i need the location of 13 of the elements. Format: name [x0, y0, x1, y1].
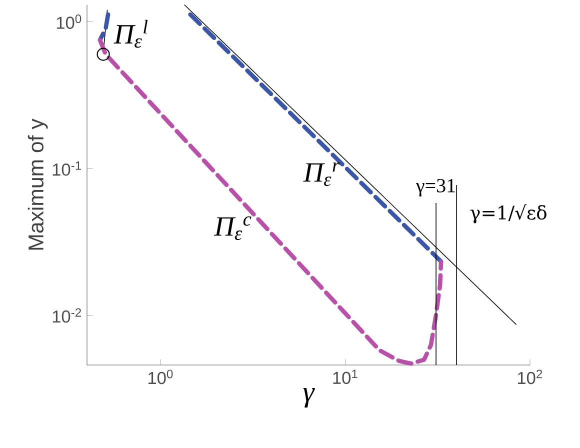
ref-line-label: γ=31 — [416, 178, 455, 196]
x-axis-title: γ — [303, 388, 315, 408]
x-tick-label: 10$^{2}$ — [518, 370, 542, 384]
annotation: Π$_{ε}$c — [214, 216, 252, 240]
x-tick-label: 10$^{1}$ — [333, 370, 358, 384]
y-tick-label: 10$^{-2}$ — [52, 308, 82, 323]
annotation: Π$_{ε}$l — [114, 20, 148, 48]
y-tick-label: 10$^{0}$ — [56, 14, 82, 29]
y-tick-label: 10$^{-1}$ — [52, 161, 82, 176]
x-tick-label: 10$^{0}$ — [148, 370, 173, 384]
annotation: γ=1/√εδ — [470, 204, 546, 224]
annotation: Π$_{ε}$r — [303, 162, 340, 186]
y-axis-title: Maximum of y — [28, 118, 48, 250]
